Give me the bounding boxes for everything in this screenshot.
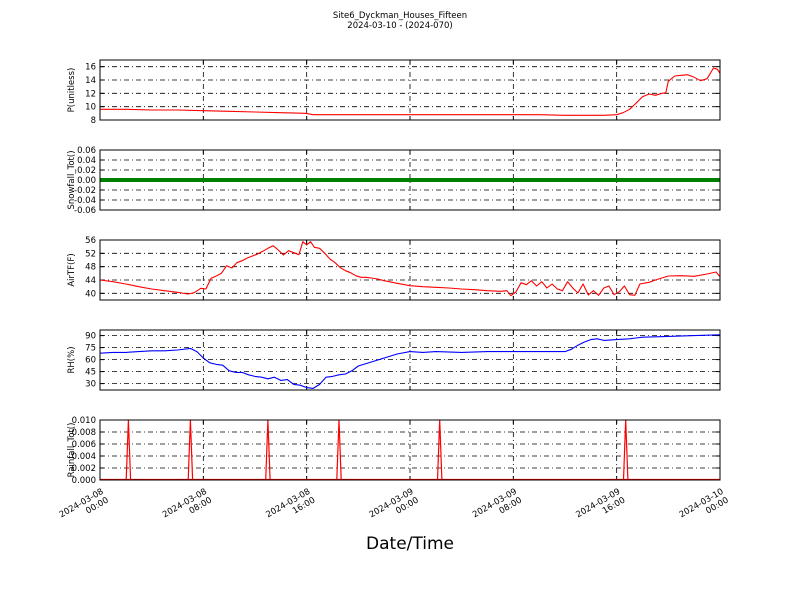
- y-tick-label: 44: [85, 276, 96, 286]
- x-tick-label: 2024-03-0916:00: [574, 487, 627, 529]
- rainfall-spike: [436, 419, 443, 481]
- x-tick-label: 2024-03-0816:00: [264, 487, 317, 529]
- y-tick-label: 75: [85, 344, 96, 354]
- panel-frame: [99, 329, 721, 391]
- panel-frame: [99, 419, 721, 481]
- y-tick-label: 0.00: [77, 176, 96, 186]
- x-tick-label: 2024-03-0800:00: [58, 487, 111, 529]
- y-tick-label: 0.06: [77, 146, 96, 156]
- y-tick-label: 0.002: [72, 464, 96, 474]
- y-tick-label: 90: [85, 332, 96, 342]
- rainfall-spike: [622, 419, 629, 481]
- y-tick-label: 0.000: [72, 476, 96, 486]
- y-tick-label: -0.06: [74, 206, 96, 216]
- y-tick-label: 0.04: [77, 156, 96, 166]
- panel-frame: [99, 59, 721, 121]
- y-tick-label: -0.02: [74, 186, 96, 196]
- chart-title: Site6_Dyckman_Houses_Fifteen: [332, 11, 468, 21]
- y-axis-label: AirTF(F): [67, 253, 77, 286]
- y-tick-label: 0.004: [72, 452, 96, 462]
- panel-frame: [99, 239, 721, 301]
- rainfall-spike: [336, 419, 342, 481]
- y-axis-label: Rainfall_Tot(): [67, 423, 77, 478]
- y-tick-label: 16: [85, 63, 96, 73]
- x-axis-label: Date/Time: [366, 534, 454, 554]
- y-tick-label: 0.006: [72, 440, 96, 450]
- y-tick-label: 14: [85, 76, 96, 86]
- chart-subtitle: 2024-03-10 - (2024-070): [347, 21, 453, 31]
- series-line-airtf-f-: [99, 241, 721, 297]
- series-line-p-unitless-: [100, 67, 721, 116]
- y-tick-label: 40: [85, 289, 96, 299]
- y-tick-label: 8: [91, 116, 96, 126]
- x-tick-label: 2024-03-1000:00: [678, 487, 731, 529]
- x-tick-label: 2024-03-0900:00: [368, 487, 421, 529]
- y-tick-label: 0.008: [72, 428, 96, 438]
- y-tick-label: 0.02: [77, 166, 96, 176]
- panel-frame: [99, 149, 721, 211]
- y-tick-label: 56: [85, 236, 96, 246]
- rainfall-spike: [187, 419, 194, 481]
- y-axis-label: Snowfall_Tot(): [67, 150, 77, 209]
- y-tick-label: 45: [85, 368, 96, 378]
- series-line-rh-: [99, 334, 721, 389]
- y-tick-label: 48: [85, 263, 96, 273]
- y-tick-label: 60: [85, 356, 96, 366]
- y-tick-label: 30: [85, 380, 96, 390]
- y-axis-label: P(unitless): [67, 68, 77, 113]
- y-tick-label: 0.010: [72, 416, 96, 426]
- y-tick-label: 10: [85, 103, 96, 113]
- x-tick-label: 2024-03-0808:00: [161, 487, 214, 529]
- y-tick-label: 52: [85, 249, 96, 259]
- x-tick-label: 2024-03-0908:00: [471, 487, 524, 529]
- rainfall-spike: [125, 419, 132, 481]
- y-tick-label: -0.04: [74, 196, 96, 206]
- rainfall-spike: [265, 419, 271, 481]
- y-tick-label: 12: [85, 89, 96, 99]
- y-axis-label: RH(%): [67, 346, 77, 373]
